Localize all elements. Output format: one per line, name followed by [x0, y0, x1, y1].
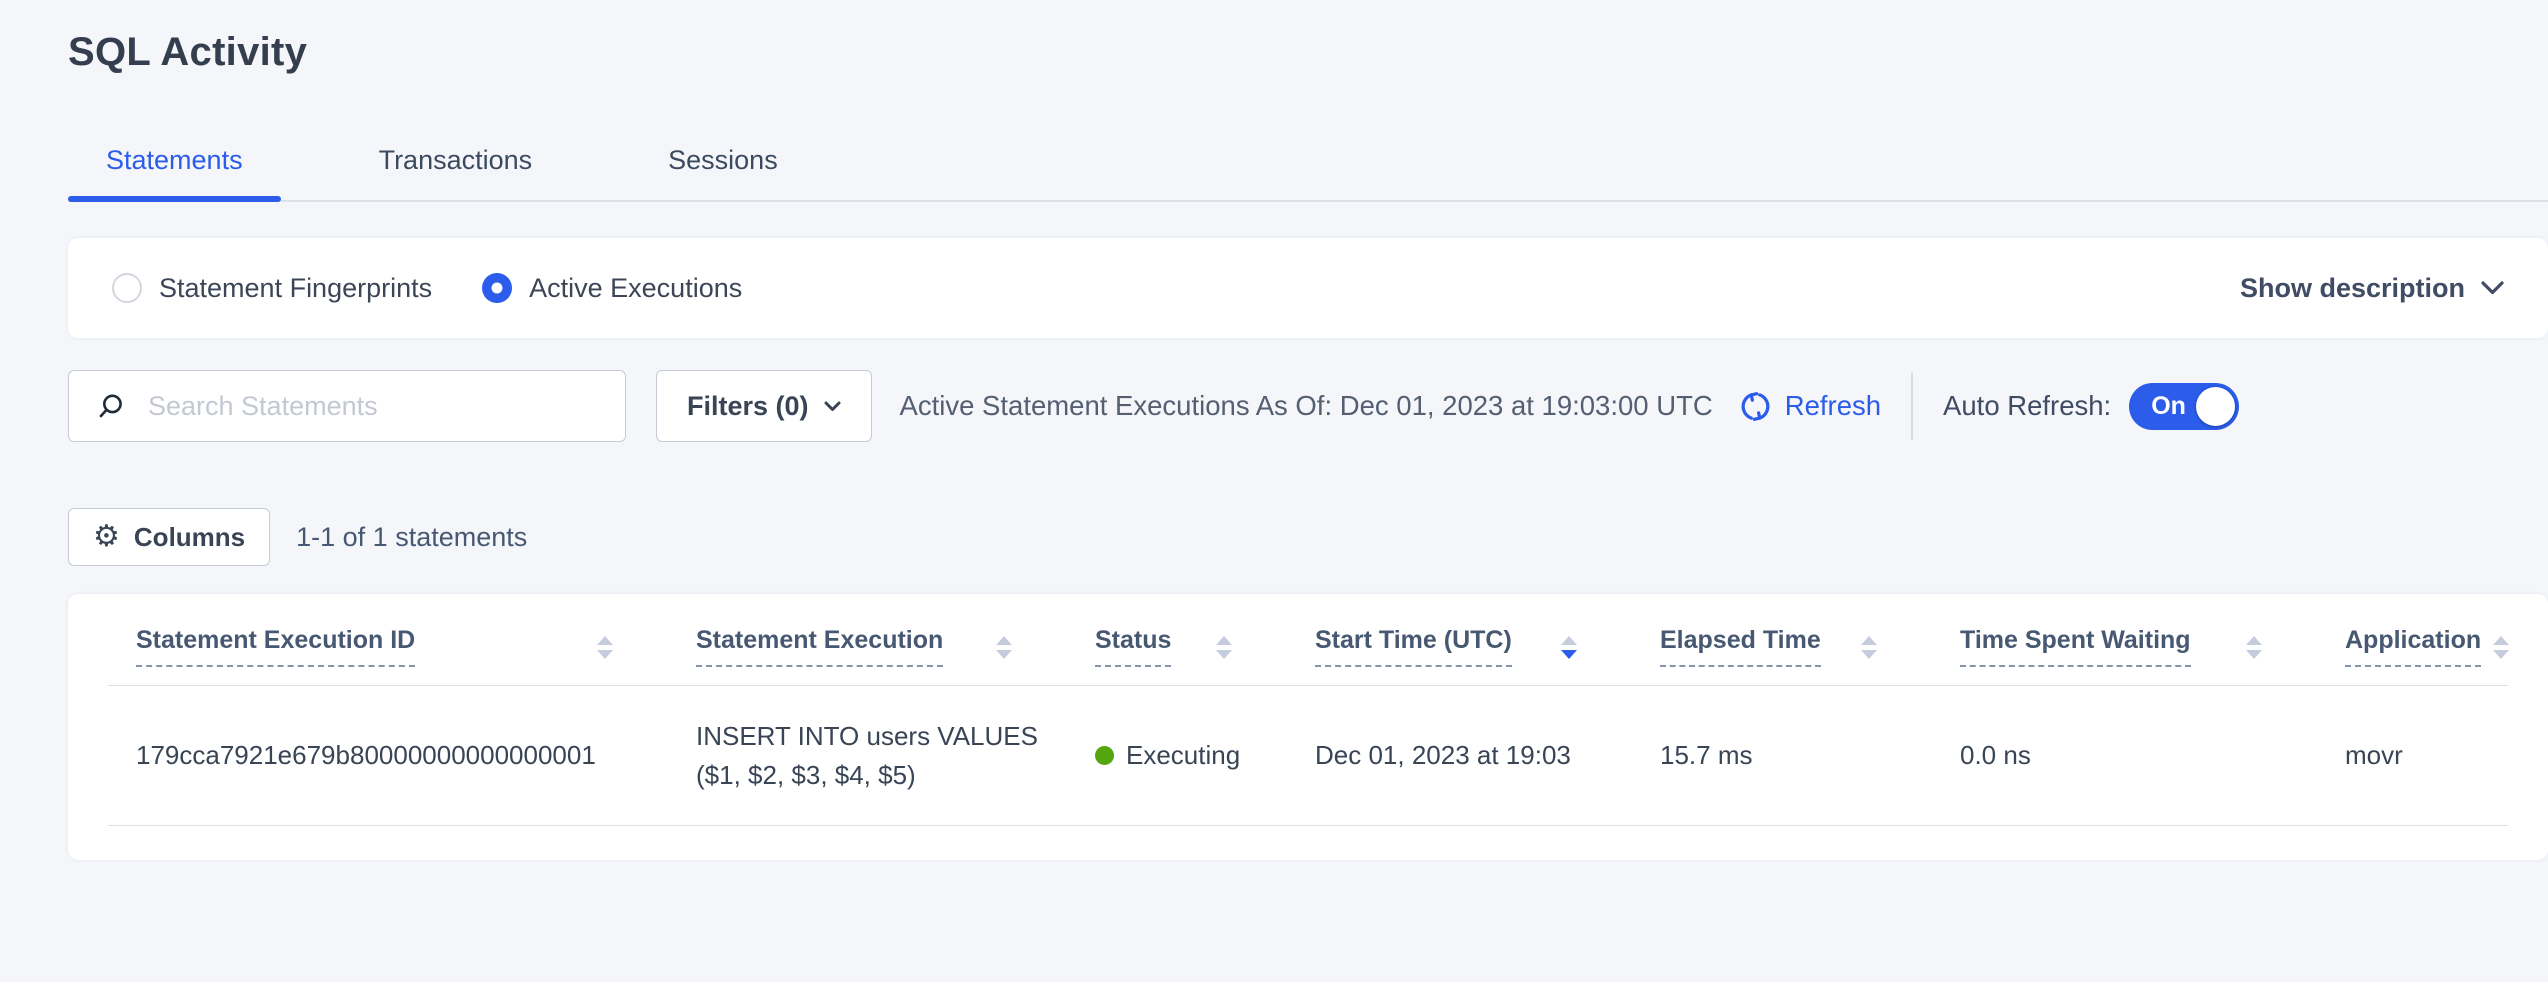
- radio-active-executions[interactable]: Active Executions: [482, 273, 742, 304]
- toggle-knob: [2196, 386, 2236, 426]
- statements-table-card: Statement Execution ID Statement Executi…: [68, 594, 2548, 860]
- column-header-status[interactable]: Status: [1067, 626, 1287, 685]
- columns-button[interactable]: ⚙ Columns: [68, 508, 271, 566]
- refresh-button[interactable]: Refresh: [1737, 388, 1881, 425]
- column-header-application[interactable]: Application: [2317, 626, 2521, 685]
- column-header-statement-execution[interactable]: Statement Execution: [668, 626, 1067, 685]
- as-of-label: Active Statement Executions As Of: Dec 0…: [899, 390, 1713, 421]
- sort-icon-active-desc[interactable]: [1561, 636, 1577, 659]
- chevron-down-icon: [824, 401, 841, 412]
- show-description-toggle[interactable]: Show description: [2240, 273, 2504, 304]
- table-row[interactable]: 179cca7921e679b80000000000000001 INSERT …: [108, 686, 2508, 826]
- radio-statement-fingerprints[interactable]: Statement Fingerprints: [112, 273, 432, 304]
- auto-refresh-toggle[interactable]: On: [2129, 382, 2240, 430]
- cell-execution-id[interactable]: 179cca7921e679b80000000000000001: [136, 740, 596, 770]
- sort-icon[interactable]: [1861, 636, 1877, 659]
- radio-unselected-icon: [112, 273, 142, 303]
- view-mode-card: Statement Fingerprints Active Executions…: [68, 238, 2548, 338]
- search-input[interactable]: [146, 389, 605, 423]
- page-title: SQL Activity: [68, 30, 308, 74]
- vertical-divider: [1911, 372, 1914, 440]
- status-label: Executing: [1126, 740, 1241, 770]
- tab-statements[interactable]: Statements: [68, 145, 281, 202]
- column-header-start-time[interactable]: Start Time (UTC): [1287, 626, 1632, 685]
- cell-time-spent-waiting: 0.0 ns: [1960, 740, 2031, 770]
- cell-statement: INSERT INTO users VALUES ($1, $2, $3, $4…: [696, 720, 1038, 790]
- cell-start-time: Dec 01, 2023 at 19:03: [1315, 740, 1571, 770]
- result-count: 1-1 of 1 statements: [296, 521, 528, 552]
- auto-refresh-state-label: On: [2151, 391, 2186, 420]
- tab-sessions[interactable]: Sessions: [668, 145, 778, 175]
- sort-icon[interactable]: [2493, 636, 2510, 659]
- sort-icon[interactable]: [996, 636, 1012, 659]
- column-header-time-spent-waiting[interactable]: Time Spent Waiting: [1932, 626, 2317, 685]
- cell-elapsed-time: 15.7 ms: [1660, 740, 1753, 770]
- filters-button-label: Filters (0): [687, 390, 809, 421]
- table-header-row: Statement Execution ID Statement Executi…: [108, 594, 2510, 686]
- refresh-label: Refresh: [1784, 390, 1882, 421]
- table-toolbar: ⚙ Columns 1-1 of 1 statements: [68, 508, 2548, 566]
- search-icon: [95, 391, 126, 422]
- show-description-label: Show description: [2239, 272, 2465, 303]
- refresh-icon: [1737, 388, 1774, 425]
- column-header-elapsed-time[interactable]: Elapsed Time: [1632, 626, 1932, 685]
- radio-selected-icon: [482, 273, 513, 303]
- columns-button-label: Columns: [133, 521, 246, 552]
- sort-icon[interactable]: [597, 636, 613, 659]
- search-box[interactable]: [68, 370, 626, 442]
- cell-application: movr: [2345, 740, 2403, 770]
- radio-statement-fingerprints-label: Statement Fingerprints: [159, 272, 433, 303]
- chevron-down-icon: [2481, 281, 2504, 295]
- auto-refresh-label: Auto Refresh:: [1943, 390, 2112, 421]
- filters-button[interactable]: Filters (0): [656, 370, 872, 442]
- cell-status: Executing: [1067, 740, 1287, 771]
- tab-bar: Statements Transactions Sessions: [68, 145, 2548, 202]
- gear-icon: ⚙: [93, 520, 120, 553]
- radio-active-executions-label: Active Executions: [529, 272, 743, 303]
- controls-row: Filters (0) Active Statement Executions …: [68, 370, 2548, 442]
- status-executing-dot: [1095, 746, 1114, 765]
- column-header-statement-execution-id[interactable]: Statement Execution ID: [108, 626, 668, 685]
- sort-icon[interactable]: [1216, 636, 1232, 659]
- sort-icon[interactable]: [2246, 636, 2262, 659]
- tab-transactions[interactable]: Transactions: [378, 145, 533, 175]
